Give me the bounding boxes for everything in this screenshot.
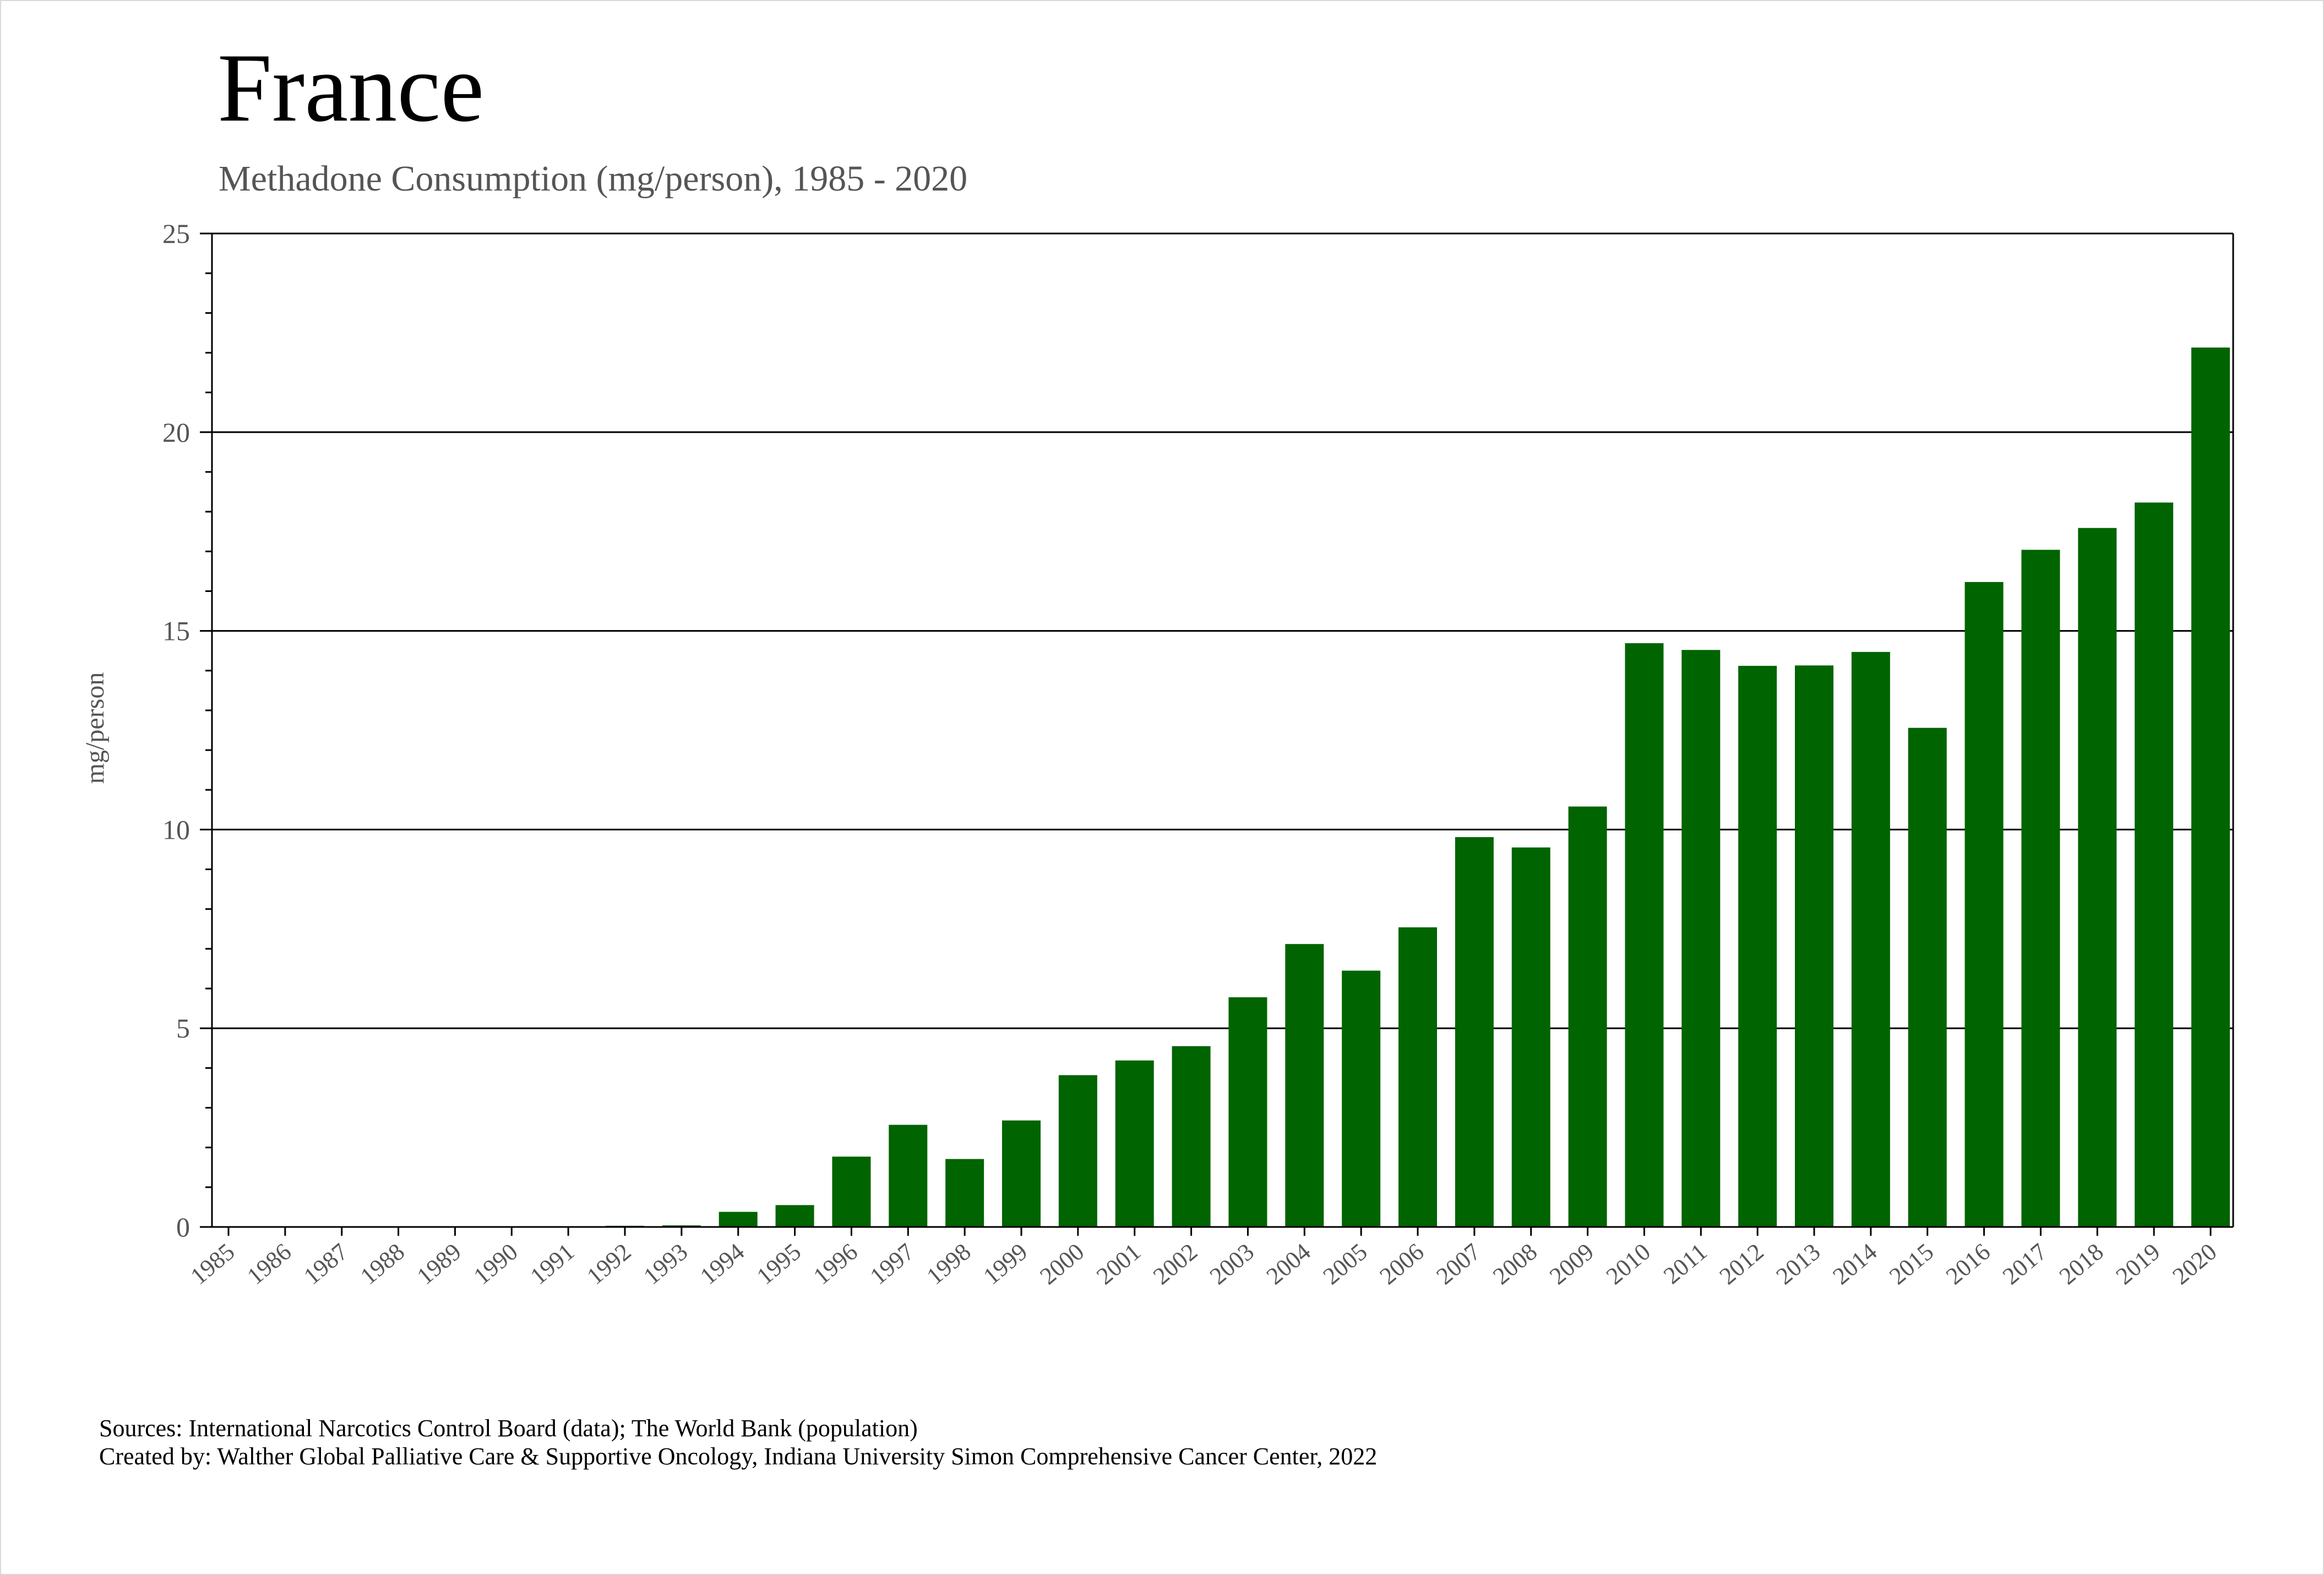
x-tick-label: 2003 <box>1205 1238 1259 1290</box>
x-tick-label: 2005 <box>1318 1238 1373 1290</box>
x-tick-label: 2014 <box>1827 1238 1882 1290</box>
x-tick-label: 1990 <box>469 1238 523 1290</box>
bar-1994 <box>719 1212 758 1227</box>
bar-1999 <box>1002 1120 1041 1227</box>
x-tick-label: 1998 <box>922 1238 976 1290</box>
y-tick-label: 25 <box>162 218 190 249</box>
x-tick-label: 2016 <box>1941 1238 1995 1290</box>
x-tick-label: 1986 <box>242 1238 296 1290</box>
bar-1997 <box>889 1125 928 1227</box>
x-tick-label: 2002 <box>1148 1238 1202 1290</box>
x-tick-label: 1985 <box>186 1238 240 1290</box>
bar-1996 <box>832 1156 871 1227</box>
bar-2008 <box>1511 847 1550 1227</box>
chart-subtitle: Methadone Consumption (mg/person), 1985 … <box>219 159 968 199</box>
bar-1998 <box>945 1159 984 1227</box>
y-tick-label: 15 <box>162 616 190 647</box>
x-tick-label: 2008 <box>1488 1238 1542 1290</box>
bar-2000 <box>1058 1075 1097 1227</box>
y-tick-label: 0 <box>176 1212 190 1242</box>
bar-2012 <box>1738 666 1777 1227</box>
x-tick-label: 1992 <box>582 1238 636 1290</box>
bar-2007 <box>1455 837 1494 1227</box>
x-tick-label: 1988 <box>355 1238 410 1290</box>
chart-title: France <box>217 33 485 142</box>
x-tick-label: 1989 <box>412 1238 466 1290</box>
bar-2013 <box>1795 665 1833 1227</box>
bar-2018 <box>2078 528 2117 1228</box>
x-tick-label: 1987 <box>298 1238 353 1290</box>
y-tick-label: 5 <box>176 1013 190 1044</box>
bar-2020 <box>2191 347 2230 1228</box>
footer-sources: Sources: International Narcotics Control… <box>99 1415 918 1442</box>
x-tick-label: 2018 <box>2054 1238 2109 1290</box>
x-tick-label: 2019 <box>2111 1238 2165 1290</box>
y-axis-label: mg/person <box>80 672 110 784</box>
x-tick-label: 1994 <box>695 1238 749 1290</box>
bar-2016 <box>1964 582 2004 1227</box>
x-tick-label: 2013 <box>1771 1238 1826 1290</box>
x-tick-label: 1993 <box>638 1238 693 1290</box>
x-tick-label: 2001 <box>1091 1238 1146 1290</box>
bar-2002 <box>1172 1046 1211 1227</box>
x-tick-label: 1991 <box>525 1238 580 1290</box>
x-tick-label: 2009 <box>1544 1238 1599 1290</box>
bar-2003 <box>1228 997 1267 1227</box>
bar-2010 <box>1625 643 1664 1227</box>
x-tick-label: 1999 <box>978 1238 1033 1290</box>
footer-created-by: Created by: Walther Global Palliative Ca… <box>99 1443 1378 1470</box>
bar-2006 <box>1398 927 1437 1227</box>
x-tick-label: 2010 <box>1601 1238 1656 1290</box>
x-tick-label: 2012 <box>1715 1238 1769 1290</box>
y-tick-label: 20 <box>162 417 190 448</box>
x-tick-label: 2000 <box>1035 1238 1089 1290</box>
bar-2014 <box>1851 651 1890 1227</box>
bars-layer <box>209 347 2230 1228</box>
x-tick-label: 2011 <box>1658 1238 1712 1289</box>
x-tick-label: 2004 <box>1261 1238 1316 1290</box>
bar-2017 <box>2021 550 2060 1228</box>
bar-2019 <box>2135 502 2174 1227</box>
y-tick-label: 10 <box>162 814 190 845</box>
bar-2011 <box>1681 650 1721 1227</box>
bar-2015 <box>1908 727 1947 1227</box>
bar-2005 <box>1342 970 1381 1227</box>
x-tick-label: 1997 <box>865 1238 919 1290</box>
x-tick-label: 2006 <box>1375 1238 1429 1290</box>
bar-2009 <box>1568 806 1607 1227</box>
x-tick-label: 2007 <box>1431 1238 1485 1290</box>
x-tick-label: 2020 <box>2168 1238 2222 1290</box>
axes-layer <box>200 232 2234 1236</box>
bar-2004 <box>1285 944 1324 1227</box>
bar-2001 <box>1115 1060 1154 1227</box>
x-tick-label: 2015 <box>1884 1238 1939 1290</box>
x-tick-label: 1995 <box>752 1238 806 1290</box>
x-tick-label: 1996 <box>808 1238 863 1290</box>
bar-1995 <box>775 1205 814 1227</box>
x-tick-label: 2017 <box>1998 1238 2052 1290</box>
